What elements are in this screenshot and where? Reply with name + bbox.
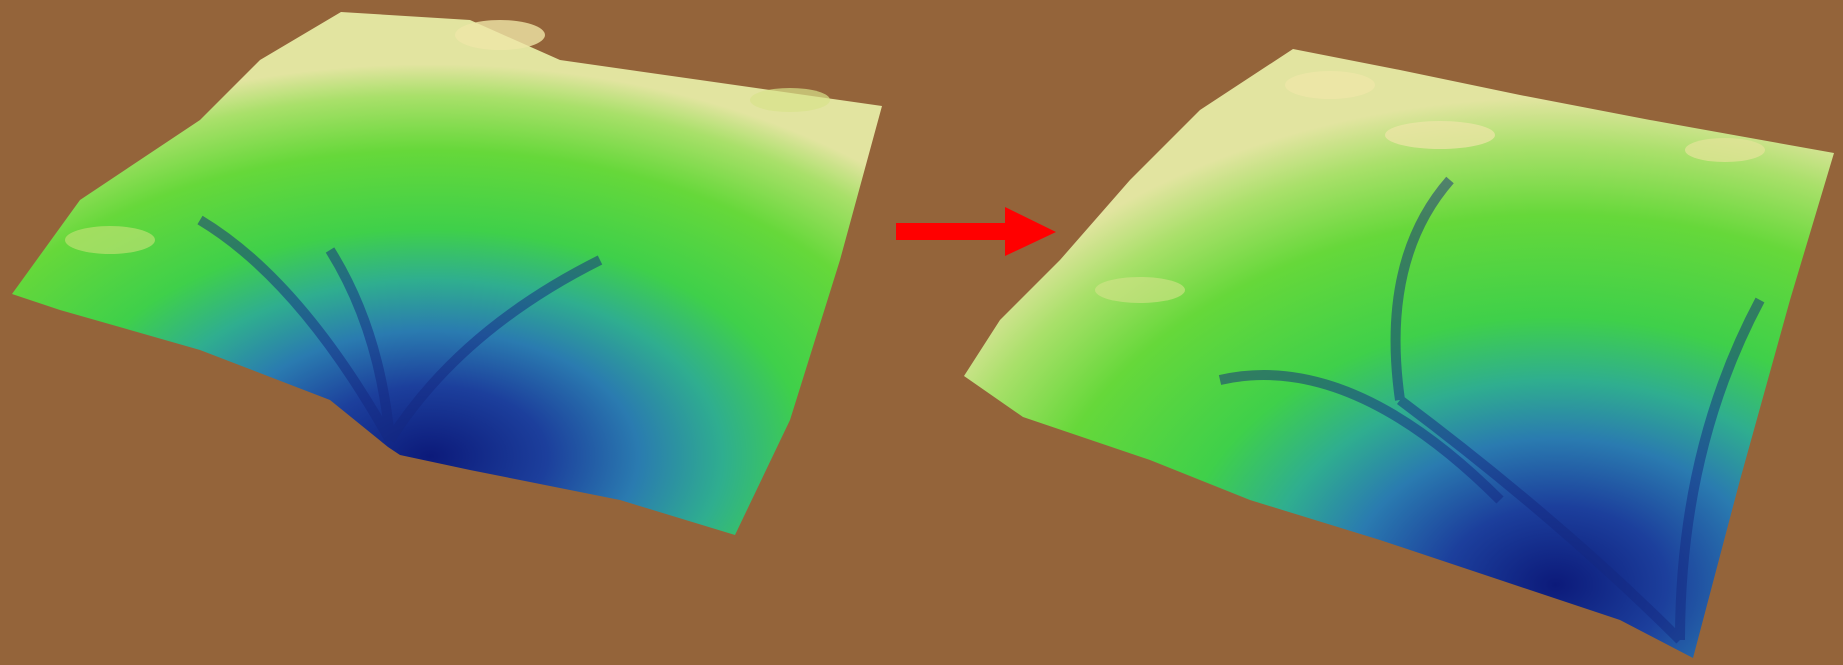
terrain-before <box>12 12 882 535</box>
highlight <box>750 88 830 112</box>
valley <box>197 215 603 443</box>
highlight <box>1685 138 1765 162</box>
terrain-after <box>964 49 1834 658</box>
terrain-surface <box>12 12 882 535</box>
arrow-head <box>1005 207 1056 256</box>
highlight <box>1385 121 1495 149</box>
highlight <box>1285 71 1375 99</box>
highlight <box>1095 277 1185 303</box>
valley <box>1218 176 1765 644</box>
highlight <box>65 226 155 254</box>
highlight <box>455 20 545 50</box>
arrow-shaft <box>896 223 1008 240</box>
arrow <box>896 207 1056 256</box>
